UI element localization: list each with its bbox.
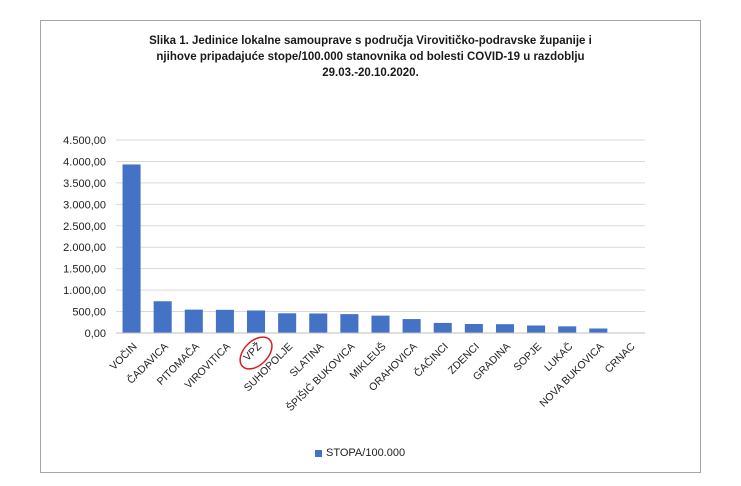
x-tick-label: VPŽ [241,340,265,364]
bar [371,315,390,333]
bar [589,328,608,333]
chart-title-line-3: 29.03.-20.10.2020. [322,67,419,79]
bar [278,313,297,333]
bar [495,324,514,333]
y-tick-label: 4.500,00 [63,135,106,147]
bar [558,326,577,333]
chart-title-line-2: njihove pripadajuće stope/100.000 stanov… [156,51,585,63]
y-tick-label: 4.000,00 [63,156,106,168]
legend: STOPA/100.000 [315,447,405,459]
y-tick-label: 3.500,00 [63,178,106,190]
legend-swatch [315,449,322,457]
y-tick-label: 500,00 [72,307,106,319]
y-tick-label: 3.000,00 [63,199,106,211]
bar [184,309,203,333]
chart-title-line-1: Slika 1. Jedinice lokalne samouprave s p… [149,35,592,47]
bar [153,301,172,333]
legend-label: STOPA/100.000 [326,447,406,459]
highlight-circle [239,336,273,370]
bar [340,314,359,333]
x-tick-label: CRNAC [603,340,638,375]
x-tick-label: SOPJE [511,341,544,374]
y-tick-label: 2.500,00 [63,221,106,233]
bar [402,319,421,333]
bar [122,164,141,333]
bar [247,310,266,333]
y-tick-label: 1.000,00 [63,285,106,297]
bar [464,323,483,333]
bar [527,325,546,333]
bar [309,313,328,333]
x-tick-label: ČAČINCI [411,340,451,380]
y-tick-label: 2.000,00 [63,242,106,254]
bar [215,309,234,333]
y-tick-label: 1.500,00 [63,264,106,276]
chart-frame [40,20,701,473]
chart-title: Slika 1. Jedinice lokalne samouprave s p… [40,33,701,81]
y-tick-label: 0,00 [85,328,106,340]
bar [433,322,452,333]
